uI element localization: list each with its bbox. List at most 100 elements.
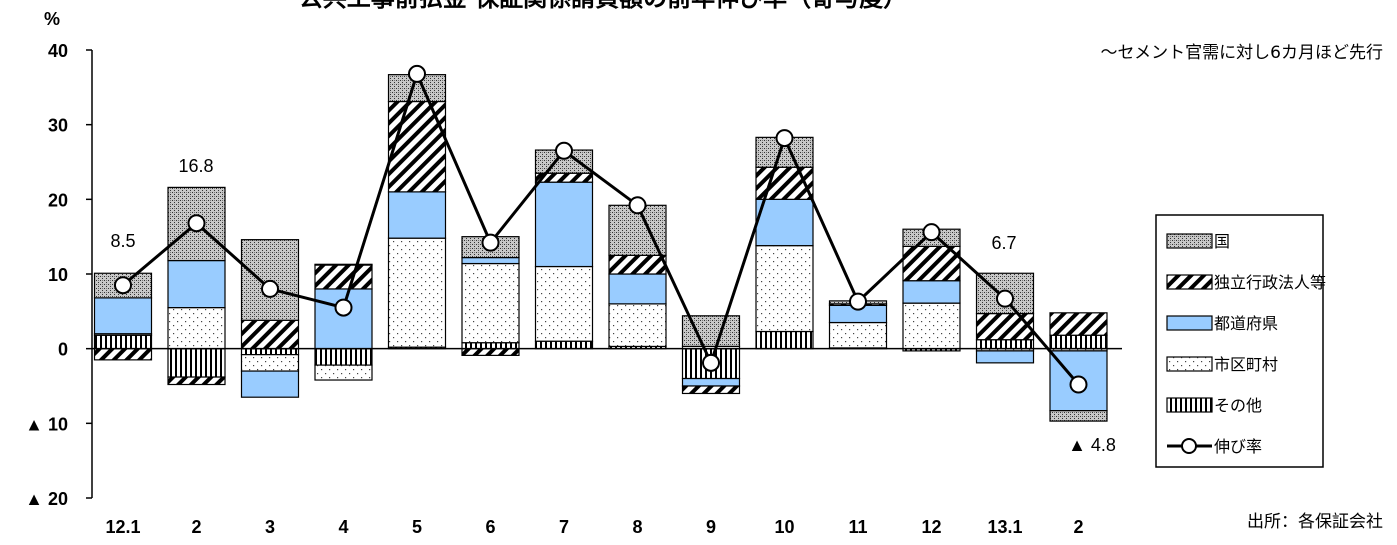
bar-segment xyxy=(461,256,520,265)
bar-segment xyxy=(1049,334,1108,350)
bar-segment xyxy=(681,377,741,387)
growth-rate-point xyxy=(114,276,132,295)
growth-rate-point xyxy=(334,298,353,317)
growth-rate-point xyxy=(849,292,867,311)
x-tick-label: 7 xyxy=(559,517,569,537)
bar-segment xyxy=(461,342,520,350)
bar-segment xyxy=(93,348,153,361)
x-tick-label: 11 xyxy=(848,517,867,537)
bar-segment xyxy=(755,245,814,333)
bar-segment xyxy=(167,376,226,386)
growth-rate-point xyxy=(261,279,279,298)
y-unit-label: % xyxy=(44,9,60,29)
bar-segment xyxy=(755,198,814,247)
y-tick-label: 20 xyxy=(48,190,68,210)
growth-rate-point xyxy=(408,64,426,83)
growth-rate-point xyxy=(1069,375,1088,394)
growth-rate-point xyxy=(702,353,720,372)
bar-segment xyxy=(314,348,373,366)
bar-segment xyxy=(608,254,667,275)
bar-segment xyxy=(387,237,447,348)
x-tick-label: 6 xyxy=(485,517,495,537)
bar-segment xyxy=(975,339,1035,350)
legend-label: 都道府県 xyxy=(1214,314,1278,333)
legend-label: 国 xyxy=(1214,232,1230,251)
growth-rate-point xyxy=(922,223,941,242)
x-tick-label: 3 xyxy=(265,517,275,537)
data-label: ▲ 4.8 xyxy=(1068,435,1116,455)
x-tick-label: 5 xyxy=(412,517,422,537)
bar-segment xyxy=(902,280,961,304)
bar-segment xyxy=(240,354,300,372)
legend-swatch-marker xyxy=(1181,438,1197,454)
y-tick-label: ▲ 20 xyxy=(25,489,68,509)
growth-rate-point xyxy=(996,289,1014,308)
bar-segment xyxy=(240,370,300,398)
y-tick-label: 0 xyxy=(58,340,68,360)
legend-label: 市区町村 xyxy=(1214,355,1278,374)
x-tick-label: 12 xyxy=(921,517,941,537)
bar-segment xyxy=(1049,312,1108,336)
x-tick-label: 13.1 xyxy=(987,517,1022,537)
bar-segment xyxy=(314,264,373,290)
x-tick-label: 2 xyxy=(191,517,201,537)
bar-segment xyxy=(1049,410,1108,422)
bar-segment xyxy=(167,259,226,309)
bar-segment xyxy=(534,340,594,350)
legend-swatch xyxy=(1166,356,1213,372)
bar-segment xyxy=(975,350,1035,364)
growth-rate-point xyxy=(187,214,206,233)
bar-segment xyxy=(461,262,520,344)
chart-subtitle: ～セメント官需に対し6カ月ほど先行 xyxy=(1101,43,1383,63)
bar-segment xyxy=(608,273,667,305)
data-label: 6.7 xyxy=(991,233,1016,253)
bar-segment xyxy=(240,348,300,356)
y-tick-label: 40 xyxy=(48,41,68,61)
growth-rate-point xyxy=(481,233,500,252)
legend-swatch xyxy=(1166,233,1213,249)
bar-segment xyxy=(314,263,373,266)
x-tick-label: 2 xyxy=(1073,517,1083,537)
bar-segment xyxy=(608,303,667,348)
bar-segment xyxy=(828,321,888,349)
legend-label: 伸び率 xyxy=(1214,437,1262,456)
y-tick-label: ▲ 10 xyxy=(25,414,68,434)
legend-label: その他 xyxy=(1214,396,1262,415)
bar-segment xyxy=(975,312,1035,341)
legend-label: 独立行政法人等 xyxy=(1214,273,1326,292)
legend-swatch xyxy=(1166,397,1213,413)
x-tick-label: 10 xyxy=(774,517,794,537)
x-tick-label: 9 xyxy=(706,517,716,537)
y-tick-label: 10 xyxy=(48,265,68,285)
bar-segment xyxy=(93,334,153,350)
growth-rate-point xyxy=(555,141,573,160)
growth-rate-point xyxy=(628,196,647,215)
bar-segment xyxy=(902,302,961,350)
bar-segment xyxy=(167,307,226,350)
bar-segment xyxy=(314,364,373,381)
x-tick-label: 4 xyxy=(338,517,348,537)
bar-segment xyxy=(534,181,594,268)
source-note: 出所：各保証会社 xyxy=(1247,512,1383,532)
bar-segment xyxy=(240,239,300,321)
bar-segment xyxy=(387,191,447,239)
x-tick-label: 8 xyxy=(632,517,642,537)
bar-segment xyxy=(461,348,520,356)
legend-box xyxy=(1155,214,1324,468)
growth-rate-point xyxy=(775,129,794,148)
bar-segment xyxy=(681,385,741,395)
bar-segment xyxy=(387,100,447,193)
data-label: 8.5 xyxy=(110,231,135,251)
data-label: 16.8 xyxy=(178,156,213,176)
bar-segment xyxy=(755,330,814,350)
y-tick-label: 30 xyxy=(48,116,68,136)
plot-area: 40 30 20 10 0 ▲ 10 ▲ 20 12.1 2 3 4 5 6 7 8 9 10 11 12 13.1 2… xyxy=(25,41,1122,537)
x-tick-label: 12.1 xyxy=(105,517,140,537)
bar-segment xyxy=(534,265,594,342)
bar-segment xyxy=(314,288,373,350)
legend-swatch xyxy=(1166,274,1213,290)
chart-title: 公共工事前払金 保証関係請負額の前年伸び率（寄与度） xyxy=(299,0,907,12)
legend-swatch xyxy=(1166,315,1213,331)
